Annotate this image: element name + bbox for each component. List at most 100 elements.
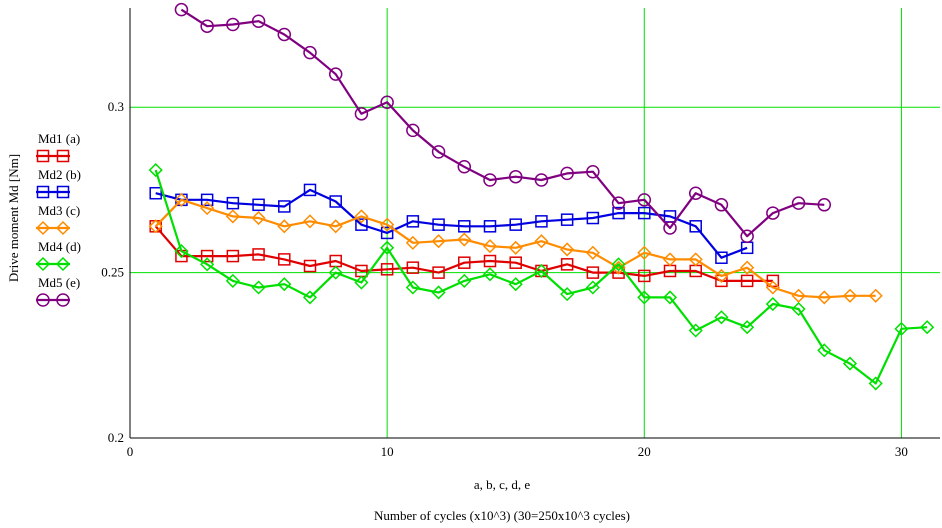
data-point	[277, 277, 292, 292]
data-point	[278, 253, 291, 266]
data-point	[406, 123, 420, 138]
data-point	[482, 239, 498, 254]
series-line	[180, 8, 825, 238]
data-point	[612, 206, 625, 220]
data-point	[688, 186, 703, 200]
data-point	[586, 266, 600, 279]
data-point	[842, 288, 858, 303]
x-axis-label: a, b, c, d, e	[474, 477, 531, 492]
data-point	[302, 290, 318, 305]
data-point	[380, 95, 394, 110]
data-point	[535, 215, 548, 228]
data-point	[817, 343, 832, 358]
legend-marker	[35, 256, 51, 272]
data-point	[482, 267, 498, 282]
data-point	[611, 196, 626, 210]
grid-lines	[130, 8, 940, 438]
data-point	[458, 220, 471, 233]
data-point	[457, 273, 472, 288]
legend-marker	[35, 220, 51, 236]
data-point	[457, 232, 472, 247]
series-1	[149, 220, 780, 288]
legend-label: Md5 (e)	[38, 275, 80, 290]
x-tick-label: 0	[127, 444, 134, 459]
legend-marker	[56, 185, 70, 199]
data-point	[894, 321, 909, 336]
data-point	[200, 257, 215, 272]
data-point	[765, 296, 780, 312]
data-point	[380, 217, 395, 232]
data-point	[662, 290, 678, 305]
legend-marker	[55, 256, 71, 272]
data-point	[534, 234, 549, 249]
data-point	[534, 173, 549, 187]
data-point	[431, 145, 446, 159]
data-point	[483, 173, 497, 187]
y-tick-label: 0.2	[108, 430, 124, 445]
data-point	[508, 240, 523, 255]
data-point	[226, 249, 240, 263]
data-point	[817, 198, 832, 212]
data-point	[791, 196, 806, 210]
series-4	[148, 163, 935, 391]
x-tick-label: 20	[638, 444, 651, 459]
data-point	[560, 242, 575, 257]
data-point	[355, 218, 368, 231]
data-point	[200, 19, 214, 33]
legend-item: Md2 (b)	[36, 167, 81, 199]
data-point	[585, 245, 600, 260]
data-point	[432, 266, 445, 279]
data-point	[637, 193, 652, 207]
data-point	[611, 257, 626, 272]
data-point	[817, 290, 832, 305]
legend-item: Md3 (c)	[35, 203, 80, 236]
data-point	[354, 107, 369, 121]
data-point	[431, 285, 446, 300]
legend-label: Md2 (b)	[38, 167, 81, 182]
data-point	[740, 260, 755, 275]
data-point	[457, 160, 472, 174]
y-tick-label: 0.25	[101, 265, 124, 280]
data-point	[560, 166, 574, 181]
data-point	[225, 273, 240, 288]
data-point	[174, 2, 189, 17]
legend-marker	[36, 293, 50, 307]
data-series	[148, 2, 935, 391]
data-point	[174, 192, 189, 207]
data-point	[302, 214, 318, 229]
data-point	[431, 234, 446, 249]
data-point	[638, 206, 651, 220]
legend-marker	[55, 220, 71, 236]
data-point	[251, 14, 266, 28]
data-point	[226, 17, 240, 32]
data-point	[714, 268, 729, 283]
data-point	[560, 258, 574, 271]
data-point	[406, 261, 420, 274]
series-line	[154, 198, 876, 299]
data-point	[920, 320, 935, 335]
data-point	[405, 280, 420, 295]
x-axis-subtitle: Number of cycles (x10^3) (30=250x10^3 cy…	[374, 508, 630, 523]
data-point	[148, 163, 163, 178]
x-tick-label: 10	[381, 444, 394, 459]
data-point	[252, 198, 265, 212]
data-point	[508, 277, 523, 292]
data-point	[791, 301, 806, 317]
data-point	[688, 323, 703, 338]
data-point	[277, 27, 292, 42]
data-point	[509, 218, 522, 231]
data-point	[842, 356, 858, 371]
data-point	[458, 256, 471, 269]
data-point	[740, 229, 754, 243]
data-point	[303, 45, 317, 60]
axes	[129, 8, 940, 439]
data-point	[560, 287, 575, 302]
data-point	[715, 251, 728, 264]
legend-item: Md4 (d)	[35, 239, 81, 272]
data-point	[354, 275, 369, 290]
data-point	[226, 196, 240, 210]
series-line	[154, 169, 928, 385]
tick-labels: 0 10 20 30 0.2 0.25 0.3	[101, 99, 908, 459]
data-point	[740, 320, 755, 335]
